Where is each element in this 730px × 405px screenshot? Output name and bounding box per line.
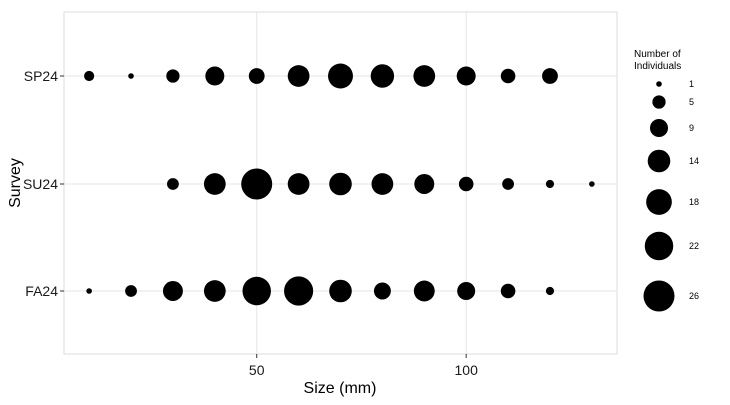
data-point-fa24 <box>413 280 435 302</box>
legend-key-circle <box>643 280 675 312</box>
legend-key-circle <box>644 231 674 261</box>
data-point-su24 <box>241 168 273 200</box>
data-point-su24 <box>502 178 514 190</box>
data-point-sp24 <box>166 69 180 83</box>
size-legend: Number of Individuals 1 5 9 14 18 22 26 <box>634 49 699 312</box>
data-point-sp24 <box>287 65 310 87</box>
data-point-su24 <box>287 173 310 195</box>
plot-panel-border <box>63 11 618 355</box>
legend-key-circle <box>646 189 672 215</box>
data-point-su24 <box>329 172 352 196</box>
legend-key-label: 14 <box>689 156 699 166</box>
y-tick-label: SU24 <box>23 176 58 192</box>
data-point-su24 <box>371 173 394 195</box>
y-tick-label: FA24 <box>25 283 58 299</box>
legend-key-label: 9 <box>689 123 694 133</box>
legend-key-label: 22 <box>689 241 699 251</box>
data-point-sp24 <box>84 70 95 82</box>
legend-key-circle <box>650 119 668 137</box>
data-point-sp24 <box>456 66 476 86</box>
data-point-su24 <box>203 173 226 195</box>
data-point-sp24 <box>205 66 225 86</box>
y-tick-label: SP24 <box>24 68 58 84</box>
data-point-su24 <box>545 179 555 189</box>
axis-layer: 50 100 SP24 SU24 FA24 <box>23 68 478 378</box>
data-point-sp24 <box>248 68 265 84</box>
data-point-fa24 <box>373 282 391 300</box>
legend-key-circle <box>647 149 671 173</box>
data-point-fa24 <box>545 286 555 296</box>
data-point-sp24 <box>370 64 395 88</box>
data-point-fa24 <box>125 285 137 297</box>
data-point-fa24 <box>203 280 226 302</box>
data-point-fa24 <box>457 282 476 300</box>
data-point-fa24 <box>86 288 92 294</box>
legend-title-line-2: Individuals <box>634 61 681 72</box>
legend-key-circle <box>656 81 662 87</box>
x-tick-label: 50 <box>249 362 265 378</box>
points-layer <box>84 63 595 306</box>
data-point-fa24 <box>329 279 352 303</box>
data-point-sp24 <box>128 73 134 79</box>
data-point-fa24 <box>162 281 183 301</box>
data-point-sp24 <box>542 68 558 84</box>
data-point-su24 <box>414 174 435 194</box>
x-tick-label: 100 <box>455 362 479 378</box>
data-point-fa24 <box>500 283 516 299</box>
y-axis-title: Survey <box>7 158 24 208</box>
legend-key-label: 18 <box>689 197 699 207</box>
legend-key-label: 5 <box>689 97 694 107</box>
data-point-sp24 <box>328 63 353 89</box>
data-point-fa24 <box>284 276 314 306</box>
legend-key-circle <box>652 95 666 109</box>
legend-key-label: 1 <box>689 79 694 89</box>
data-point-sp24 <box>500 68 516 84</box>
data-point-su24 <box>458 176 474 192</box>
data-point-su24 <box>167 178 179 190</box>
data-point-su24 <box>589 181 595 187</box>
legend-key-label: 26 <box>689 291 699 301</box>
x-axis-title: Size (mm) <box>304 380 377 397</box>
data-point-fa24 <box>242 276 271 306</box>
legend-title-line-1: Number of <box>634 49 681 60</box>
data-point-sp24 <box>413 65 436 87</box>
